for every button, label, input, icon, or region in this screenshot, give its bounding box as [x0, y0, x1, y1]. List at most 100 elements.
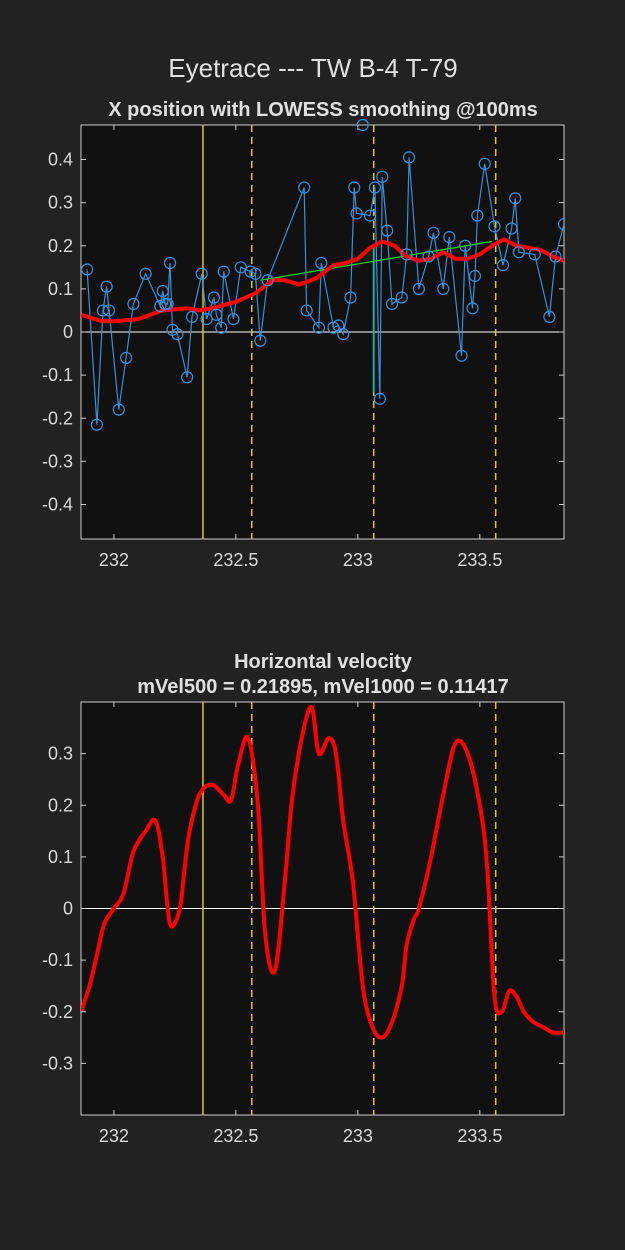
raw-point [381, 224, 394, 237]
raw-point [478, 157, 491, 170]
x-tick-label: 233.5 [457, 550, 502, 570]
raw-point [395, 291, 408, 304]
x-tick-label: 233.5 [457, 1126, 502, 1146]
raw-point [127, 297, 140, 311]
raw-point [557, 218, 564, 231]
x-tick-label: 233 [343, 550, 373, 570]
raw-point [373, 392, 386, 405]
velocity-plot-area [81, 702, 564, 1115]
raw-point [195, 267, 208, 280]
raw-point [171, 328, 184, 341]
x-tick-label: 232.5 [213, 550, 258, 570]
velocity-panel: Horizontal velocity mVel500 = 0.21895, m… [42, 651, 565, 1146]
raw-point [120, 351, 133, 364]
x-tick-label: 232 [99, 550, 129, 570]
y-tick-label: 0.3 [48, 193, 73, 213]
y-tick-label: -0.1 [42, 365, 73, 385]
figure-title: Eyetrace --- TW B-4 T-79 [168, 53, 457, 83]
y-tick-label: 0.1 [48, 847, 73, 867]
position-ticks: 232 232.5 233 233.5 -0.4 -0.3 -0.2 -0.1 0 0.1 0.2 0… [42, 125, 564, 570]
raw-point-outlier [356, 118, 369, 132]
raw-point [210, 308, 223, 321]
raw-point [300, 304, 313, 317]
raw-point [312, 321, 325, 334]
raw-point [344, 291, 357, 304]
y-tick-label: 0.1 [48, 279, 73, 299]
raw-point [156, 284, 169, 298]
raw-point [528, 248, 541, 261]
velocity-panel-title: Horizontal velocity [234, 651, 413, 673]
raw-point [161, 297, 174, 311]
lowess-smoothed-line [81, 237, 564, 324]
y-tick-label: -0.4 [42, 495, 73, 515]
y-tick-label: 0.2 [48, 236, 73, 256]
raw-point [90, 418, 103, 431]
saccade-segment-line [260, 240, 493, 281]
x-tick-label: 232.5 [213, 1126, 258, 1146]
raw-point [215, 321, 228, 334]
raw-point [139, 267, 152, 280]
y-tick-label: 0.3 [48, 744, 73, 764]
raw-point [385, 297, 399, 311]
raw-point [337, 328, 350, 341]
velocity-panel-subtitle: mVel500 = 0.21895, mVel1000 = 0.11417 [137, 676, 508, 698]
raw-point [315, 256, 328, 270]
raw-point [100, 280, 113, 293]
raw-point [350, 207, 363, 220]
raw-point [422, 250, 435, 263]
raw-point [217, 265, 230, 278]
raw-point [102, 304, 116, 317]
x-tick-label: 232 [99, 1126, 129, 1146]
raw-point [81, 263, 94, 276]
position-panel-title: X position with LOWESS smoothing @100ms [108, 99, 538, 121]
raw-point [402, 151, 416, 164]
raw-point [207, 291, 221, 304]
raw-point [400, 248, 413, 261]
y-tick-label: -0.2 [42, 1002, 73, 1022]
raw-point [512, 246, 525, 259]
raw-point [363, 209, 377, 222]
y-tick-label: 0 [63, 899, 73, 919]
raw-point [348, 181, 361, 194]
raw-point [96, 304, 110, 317]
raw-point [412, 282, 425, 295]
raw-point [249, 267, 262, 280]
y-tick-label: -0.2 [42, 408, 73, 428]
raw-point [261, 274, 274, 287]
raw-point [466, 302, 479, 315]
raw-point [185, 310, 199, 324]
velocity-line [81, 705, 564, 1040]
raw-point [437, 282, 450, 295]
raw-point [376, 170, 389, 183]
raw-point [455, 349, 468, 362]
y-tick-label: 0.2 [48, 795, 73, 815]
y-tick-label: -0.3 [42, 451, 73, 471]
raw-point [509, 192, 522, 205]
raw-point [298, 181, 311, 194]
raw-point [549, 250, 562, 263]
raw-point [254, 334, 267, 347]
raw-point [471, 209, 484, 222]
raw-point [543, 310, 556, 324]
raw-point [459, 239, 472, 252]
raw-point [368, 181, 382, 194]
raw-point [181, 371, 194, 384]
raw-point [505, 222, 518, 235]
y-tick-label: -0.3 [42, 1053, 73, 1073]
raw-point [427, 226, 440, 239]
raw-point [112, 403, 125, 416]
position-plot-area [81, 125, 564, 539]
x-tick-label: 233 [343, 1126, 373, 1146]
y-tick-label: 0.4 [48, 150, 73, 170]
raw-point [443, 231, 456, 244]
velocity-ticks: 232 232.5 233 233.5 -0.3 -0.2 -0.1 0 0.1 0.2 0.3 [42, 702, 564, 1146]
raw-point [163, 256, 177, 270]
y-tick-label: 0 [63, 322, 73, 342]
position-panel: X position with LOWESS smoothing @100ms … [42, 99, 565, 570]
raw-point [227, 312, 240, 326]
raw-point [488, 220, 501, 233]
raw-point [496, 259, 510, 272]
y-tick-label: -0.1 [42, 950, 73, 970]
raw-point [468, 269, 482, 283]
